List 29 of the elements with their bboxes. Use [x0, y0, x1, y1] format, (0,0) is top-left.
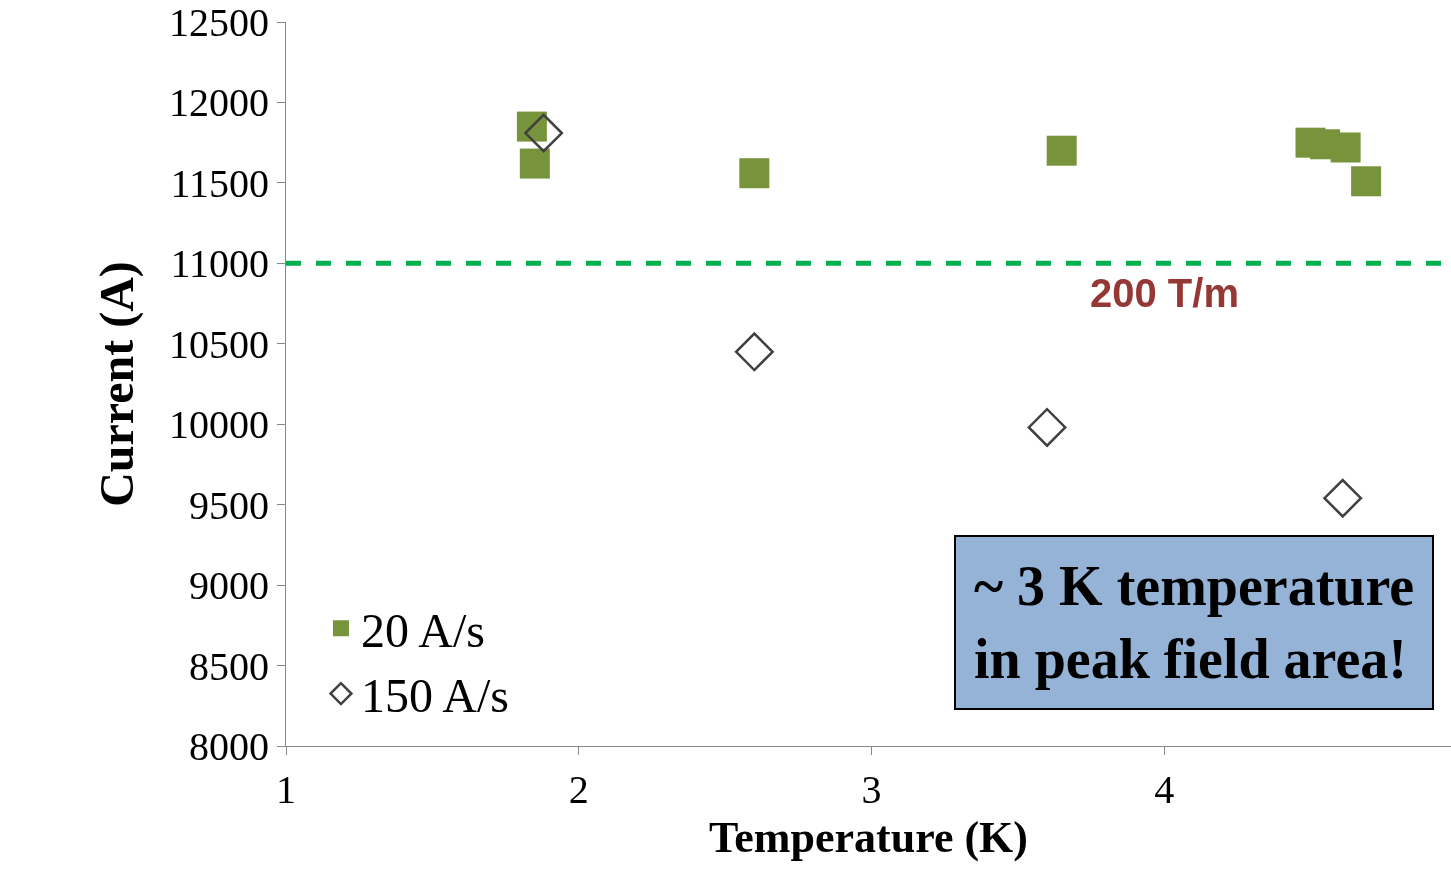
- y-tick-label: 8500: [189, 643, 269, 689]
- point: [1330, 132, 1361, 163]
- y-tick-label: 12500: [169, 0, 269, 45]
- annotation: ~ 3 K temperature in peak field area!: [974, 555, 1415, 690]
- point: [1046, 135, 1077, 166]
- y-tick-label: 12000: [169, 80, 269, 126]
- y-tick-label: 9500: [189, 482, 269, 528]
- x-tick-label: 4: [1154, 767, 1175, 812]
- point: [739, 158, 770, 189]
- y-tick-label: 11500: [170, 160, 269, 206]
- point: [1351, 166, 1382, 197]
- y-tick-label: 8000: [189, 724, 269, 769]
- ref-line-label: 200 T/m: [1090, 271, 1239, 315]
- x-tick-label: 1: [276, 767, 296, 812]
- x-axis-title: Temperature (K): [709, 813, 1028, 863]
- x-tick-label: 3: [861, 767, 882, 812]
- x-tick-label: 2: [568, 767, 589, 812]
- legend-label: 150 A/s: [360, 669, 509, 723]
- y-tick-label: 10500: [169, 321, 269, 367]
- point: [1323, 478, 1363, 518]
- point: [734, 332, 774, 372]
- y-tick-label: 11000: [170, 241, 269, 287]
- point: [519, 148, 550, 179]
- legend-label: 20 A/s: [360, 603, 485, 657]
- y-tick-label: 10000: [169, 402, 269, 448]
- y-tick-label: 9000: [189, 563, 269, 609]
- point: [1027, 407, 1067, 447]
- y-axis-title: Current (A): [89, 261, 144, 507]
- point: [524, 113, 564, 153]
